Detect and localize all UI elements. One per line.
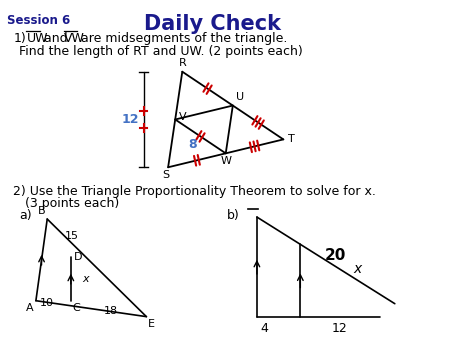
Text: 2) Use the Triangle Proportionality Theorem to solve for x.: 2) Use the Triangle Proportionality Theo… [13, 185, 376, 198]
Text: T: T [288, 135, 295, 144]
Text: VW: VW [64, 32, 85, 45]
Text: W: W [220, 156, 231, 166]
Text: and: and [40, 32, 71, 45]
Text: (3 points each): (3 points each) [13, 197, 119, 210]
Text: E: E [148, 319, 155, 329]
Text: R: R [178, 58, 186, 68]
Text: 15: 15 [65, 231, 79, 241]
Text: A: A [27, 303, 34, 313]
Text: are midsegments of the triangle.: are midsegments of the triangle. [77, 32, 288, 45]
Text: S: S [162, 170, 170, 180]
Text: U: U [236, 92, 244, 101]
Text: Find the length of RT and UW. (2 points each): Find the length of RT and UW. (2 points … [19, 45, 303, 58]
Text: 20: 20 [324, 248, 346, 263]
Text: x: x [82, 274, 89, 284]
Text: x: x [353, 262, 361, 276]
Text: Session 6: Session 6 [7, 14, 70, 27]
Text: V: V [179, 113, 187, 122]
Text: 12: 12 [332, 322, 348, 335]
Text: 10: 10 [40, 298, 54, 308]
Text: UW: UW [27, 32, 48, 45]
Text: Daily Check: Daily Check [144, 14, 281, 34]
Text: b): b) [227, 209, 239, 222]
Text: 8: 8 [189, 138, 197, 151]
Text: a): a) [19, 209, 32, 222]
Text: 4: 4 [261, 322, 269, 335]
Text: 12: 12 [122, 113, 139, 126]
Text: B: B [38, 206, 45, 216]
Text: D: D [74, 252, 82, 262]
Text: 1): 1) [13, 32, 26, 45]
Text: 18: 18 [104, 306, 117, 316]
Text: C: C [73, 303, 81, 313]
